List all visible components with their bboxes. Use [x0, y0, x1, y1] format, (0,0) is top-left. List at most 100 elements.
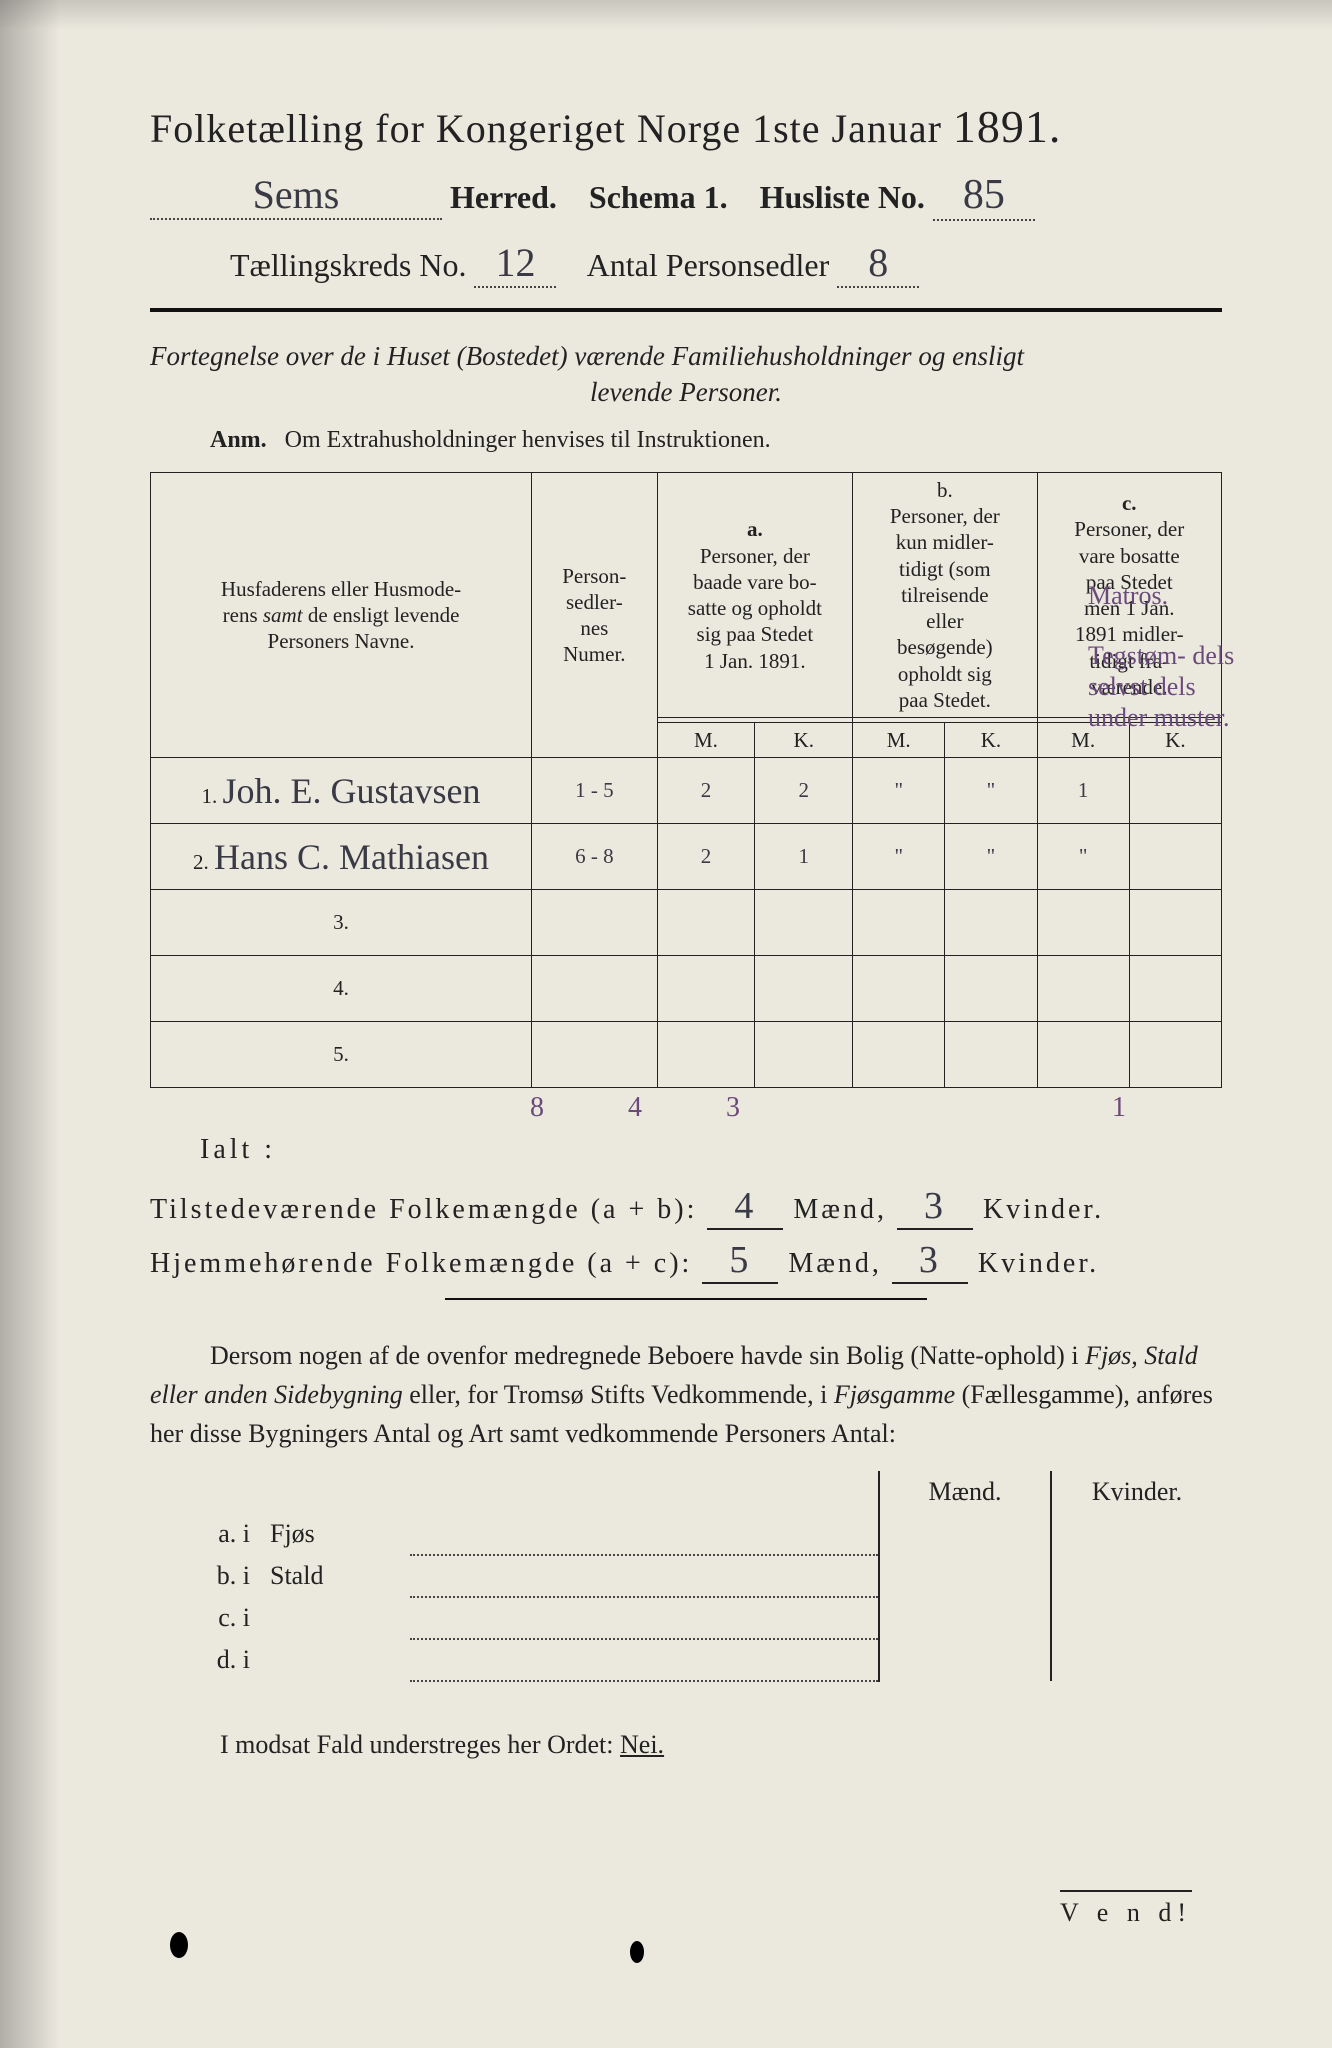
row3-cM: [1037, 890, 1129, 956]
sr-c-lab: c. i: [150, 1597, 260, 1639]
anm-text: Om Extrahusholdninger henvises til Instr…: [285, 427, 771, 453]
row5-cM: [1037, 1022, 1129, 1088]
row1-aM: 2: [657, 758, 755, 824]
row2-bM: ": [853, 824, 945, 890]
row-num: 1.: [202, 784, 218, 808]
anm-label: Anm.: [210, 427, 267, 453]
sr-c-typ: [260, 1597, 410, 1639]
row2-numer: 6 - 8: [532, 824, 658, 890]
maend-label-1: Mænd,: [793, 1194, 887, 1225]
sr-c-K: [1051, 1597, 1222, 1639]
small-table: Mænd. Kvinder. a. i Fjøs b. i Stald c. i…: [150, 1471, 1222, 1682]
row5-aM: [657, 1022, 755, 1088]
sedler-label: Antal Personsedler: [587, 247, 830, 283]
fortegnelse: Fortegnelse over de i Huset (Bostedet) v…: [150, 338, 1222, 411]
col-b-header: b. Personer, derkun midler-tidigt (somti…: [853, 472, 1037, 717]
sr-d-lab: d. i: [150, 1639, 260, 1681]
sr-c-dots: [410, 1597, 879, 1639]
row1-aK: 2: [755, 758, 853, 824]
row2-name: 2. Hans C. Mathiasen: [151, 824, 532, 890]
small-row: b. i Stald: [150, 1555, 1222, 1597]
header-line-3: Tællingskreds No. 12 Antal Personsedler …: [150, 239, 1222, 288]
paragraph: Dersom nogen af de ovenfor medregnede Be…: [150, 1336, 1222, 1453]
row4-cM: [1037, 956, 1129, 1022]
hjemme-K: 3: [892, 1238, 968, 1284]
hjemme-M: 5: [702, 1238, 778, 1284]
tally-aK: 3: [726, 1092, 746, 1123]
table-row: 4.: [151, 956, 1222, 1022]
tilstede-line: Tilstedeværende Folkemængde (a + b): 4 M…: [150, 1184, 1222, 1230]
row3-bK: [945, 890, 1037, 956]
small-kvinder: Kvinder.: [1051, 1471, 1222, 1513]
sr-d-typ: [260, 1639, 410, 1681]
sr-b-dots: [410, 1555, 879, 1597]
a-M: M.: [657, 723, 755, 758]
rule-1: [150, 308, 1222, 312]
table-row: 1. Joh. E. Gustavsen 1 - 5 2 2 " " 1: [151, 758, 1222, 824]
sr-d-M: [879, 1639, 1051, 1681]
para-i2: Fjøsgamme: [834, 1380, 955, 1409]
small-head: Mænd. Kvinder.: [150, 1471, 1222, 1513]
a-K: K.: [755, 723, 853, 758]
row5-cK: [1129, 1022, 1221, 1088]
row1-name: 1. Joh. E. Gustavsen: [151, 758, 532, 824]
col-numer-header: Person-sedler-nesNumer.: [532, 472, 658, 758]
header-line-2: Sems Herred. Schema 1. Husliste No. 85: [150, 171, 1222, 221]
main-table: Husfaderens eller Husmode-rens samt de e…: [150, 472, 1222, 1089]
schema-label: Schema 1.: [589, 179, 728, 215]
sr-b-K: [1051, 1555, 1222, 1597]
tilstede-label: Tilstedeværende Folkemængde (a + b):: [150, 1194, 697, 1225]
col-names-header: Husfaderens eller Husmode-rens samt de e…: [151, 472, 532, 758]
kvinder-label-2: Kvinder.: [978, 1248, 1099, 1279]
rule-2: [445, 1298, 927, 1300]
row-name-val: Joh. E. Gustavsen: [223, 771, 481, 811]
row1-numer: 1 - 5: [532, 758, 658, 824]
row4-aM: [657, 956, 755, 1022]
title-text: Folketælling for Kongeriget Norge 1ste J…: [150, 106, 942, 151]
row1-bK: ": [945, 758, 1037, 824]
ink-blot: [630, 1941, 644, 1963]
kvinder-label-1: Kvinder.: [983, 1194, 1104, 1225]
row1-cK: [1129, 758, 1221, 824]
sr-d-K: [1051, 1639, 1222, 1681]
row-name-val: Hans C. Mathiasen: [214, 837, 489, 877]
tally-row: 8 4 3 1: [150, 1092, 1222, 1124]
hjemme-label: Hjemmehørende Folkemængde (a + c):: [150, 1248, 692, 1279]
row1-bM: ": [853, 758, 945, 824]
row3-aK: [755, 890, 853, 956]
tally-nums: 8 4 3 1: [150, 1092, 1222, 1124]
row5-name: 5.: [151, 1022, 532, 1088]
modsat-line: I modsat Fald understreges her Ordet: Ne…: [220, 1730, 1222, 1760]
tally-numer: 8: [530, 1092, 550, 1123]
row4-cK: [1129, 956, 1221, 1022]
b-M: M.: [853, 723, 945, 758]
table-row: 3.: [151, 890, 1222, 956]
row2-cK: [1129, 824, 1221, 890]
page-shadow-left: [0, 0, 60, 2048]
small-row: a. i Fjøs: [150, 1513, 1222, 1555]
row-num: 2.: [193, 850, 209, 874]
sedler-value: 8: [837, 239, 919, 288]
table-row: 2. Hans C. Mathiasen 6 - 8 2 1 " " ": [151, 824, 1222, 890]
row2-bK: ": [945, 824, 1037, 890]
row4-numer: [532, 956, 658, 1022]
row3-cK: [1129, 890, 1221, 956]
fortegnelse-line1: Fortegnelse over de i Huset (Bostedet) v…: [150, 341, 1024, 371]
table-row: 5.: [151, 1022, 1222, 1088]
b-K: K.: [945, 723, 1037, 758]
header-row-1: Husfaderens eller Husmode-rens samt de e…: [151, 472, 1222, 717]
census-page: Folketælling for Kongeriget Norge 1ste J…: [0, 0, 1332, 2048]
ialt-label: Ialt :: [200, 1134, 1222, 1166]
sr-a-typ: Fjøs: [260, 1513, 410, 1555]
sr-b-lab: b. i: [150, 1555, 260, 1597]
para-t1: Dersom nogen af de ovenfor medregnede Be…: [210, 1341, 1085, 1370]
row2-cM: ": [1037, 824, 1129, 890]
sr-c-M: [879, 1597, 1051, 1639]
sr-d-dots: [410, 1639, 879, 1681]
row4-bK: [945, 956, 1037, 1022]
sr-a-lab: a. i: [150, 1513, 260, 1555]
row4-aK: [755, 956, 853, 1022]
husliste-value: 85: [933, 171, 1035, 221]
herred-value: Sems: [150, 171, 442, 220]
title-year: 1891.: [953, 101, 1062, 152]
